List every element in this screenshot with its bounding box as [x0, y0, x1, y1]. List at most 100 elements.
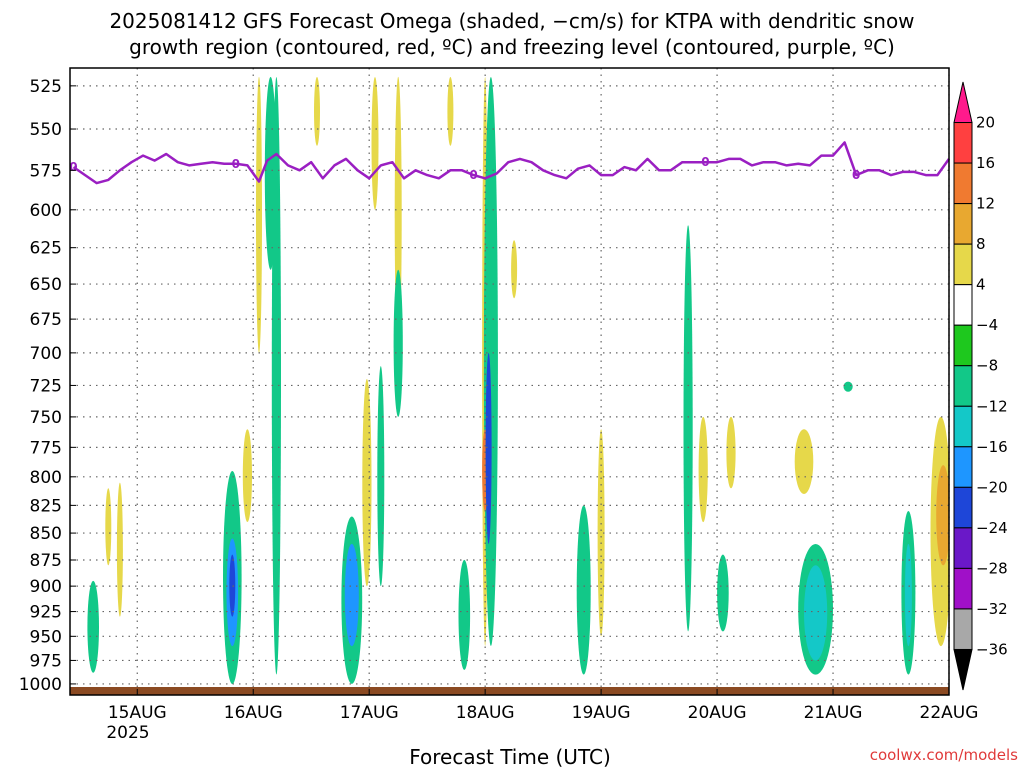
freezing-level-line — [72, 141, 951, 185]
omega-region — [485, 352, 492, 544]
x-tick-label: 19AUG — [572, 703, 631, 723]
credit-text: coolwx.com/models — [870, 746, 1018, 764]
colorbar-tick-label: −20 — [976, 478, 1008, 496]
omega-region — [726, 416, 736, 489]
x-tick-label: 18AUG — [456, 703, 515, 723]
colorbar-tick-label: 4 — [976, 276, 986, 294]
colorbar-segment — [953, 365, 973, 407]
y-tick-label: 975 — [30, 651, 62, 671]
colorbar-segment — [953, 203, 973, 245]
omega-region — [264, 76, 277, 270]
omega-region — [229, 554, 236, 617]
colorbar-tick-label: 12 — [976, 195, 995, 213]
x-tick-label: 20AUG — [688, 703, 747, 723]
omega-region — [683, 225, 693, 632]
omega-region — [105, 488, 112, 566]
colorbar-tick-label: −36 — [976, 640, 1008, 658]
y-tick-label: 550 — [30, 120, 62, 140]
x-tick-label: 17AUG — [340, 703, 399, 723]
y-tick-label: 825 — [30, 496, 62, 516]
y-axis: 525 550 575 600 625 650 675 700 725 750 775 800 825 8… — [19, 77, 76, 695]
colorbar-segment — [953, 284, 973, 326]
y-tick-label: 900 — [30, 577, 62, 597]
y-tick-label: 1000 — [19, 675, 62, 695]
y-tick-label: 575 — [30, 161, 62, 181]
freezing-level-label: 0 — [701, 155, 709, 169]
y-tick-label: 950 — [30, 627, 62, 647]
y-tick-label: 625 — [30, 239, 62, 259]
freezing-level-label: 0 — [469, 168, 477, 182]
colorbar-segment — [953, 162, 973, 205]
y-tick-label: 525 — [30, 77, 62, 97]
colorbar-segment — [953, 608, 973, 650]
omega-region — [843, 381, 853, 392]
omega-region — [242, 429, 252, 522]
colorbar-tick-label: 20 — [976, 114, 995, 132]
x-axis: 15AUG 16AUG 17AUG 18AUG 19AUG 20AUG 21AUG 22AUG — [108, 689, 979, 723]
plot-frame — [69, 67, 950, 696]
y-tick-label: 850 — [30, 524, 62, 544]
colorbar-bottom-arrow — [953, 648, 973, 691]
colorbar-segment — [953, 243, 973, 286]
colorbar-segment — [953, 122, 973, 164]
colorbar-segment — [953, 486, 973, 529]
y-tick-label: 750 — [30, 408, 62, 428]
colorbar-segment — [953, 405, 973, 448]
y-tick-label: 775 — [30, 438, 62, 458]
omega-region — [936, 465, 949, 566]
freezing-level-label: 0 — [852, 168, 860, 182]
x-tick-label: 22AUG — [920, 703, 979, 723]
freezing-level-contour: 0 0 0 0 0 — [69, 141, 951, 185]
omega-region — [717, 554, 729, 632]
y-tick-label: 925 — [30, 603, 62, 623]
y-tick-label: 650 — [30, 275, 62, 295]
x-tick-label: 16AUG — [224, 703, 283, 723]
omega-region — [458, 559, 471, 670]
x-year-label: 2025 — [106, 723, 149, 743]
colorbar-tick-label: −28 — [976, 559, 1008, 577]
x-axis-title: Forecast Time (UTC) — [409, 745, 611, 768]
colorbar-tick-label: −12 — [976, 397, 1008, 415]
omega-region — [447, 77, 454, 146]
y-tick-label: 600 — [30, 201, 62, 221]
colorbar-tick-label: −24 — [976, 519, 1008, 537]
colorbar-tick-label: −4 — [976, 316, 998, 334]
y-tick-label: 875 — [30, 551, 62, 571]
colorbar-tick-label: −16 — [976, 438, 1008, 456]
colorbar-segment — [953, 527, 973, 569]
y-tick-label: 725 — [30, 376, 62, 396]
omega-region — [576, 505, 591, 675]
omega-region — [87, 580, 99, 673]
y-tick-label: 675 — [30, 310, 62, 330]
omega-region — [794, 429, 814, 494]
omega-region — [804, 565, 828, 661]
omega-region — [483, 77, 498, 646]
omega-region — [116, 482, 123, 617]
omega-region — [597, 429, 605, 637]
y-tick-label: 700 — [30, 344, 62, 364]
omega-region — [377, 366, 385, 587]
chart-title-line-1: 2025081412 GFS Forecast Omega (shaded, −… — [109, 9, 914, 33]
colorbar: 20 16 12 8 4 −4 −8 −12 −16 −20 −24 −28 −32 −36 — [953, 81, 1008, 691]
freezing-level-label: 0 — [69, 160, 77, 174]
omega-region — [511, 240, 518, 299]
ground-surface — [70, 687, 949, 695]
colorbar-tick-label: 16 — [976, 154, 995, 172]
colorbar-tick-label: 8 — [976, 235, 986, 253]
colorbar-segment — [953, 446, 973, 488]
omega-region — [344, 543, 359, 647]
omega-region — [314, 77, 320, 146]
omega-region — [393, 269, 403, 417]
x-tick-label: 21AUG — [804, 703, 863, 723]
x-tick-label: 15AUG — [108, 703, 167, 723]
omega-region — [904, 543, 912, 647]
colorbar-tick-label: −32 — [976, 600, 1008, 618]
omega-region — [371, 76, 379, 210]
y-tick-label: 800 — [30, 468, 62, 488]
colorbar-segment — [953, 567, 973, 610]
omega-region — [362, 379, 372, 587]
colorbar-segment — [953, 324, 973, 367]
chart-title-line-2: growth region (contoured, red, ºC) and f… — [129, 35, 895, 59]
